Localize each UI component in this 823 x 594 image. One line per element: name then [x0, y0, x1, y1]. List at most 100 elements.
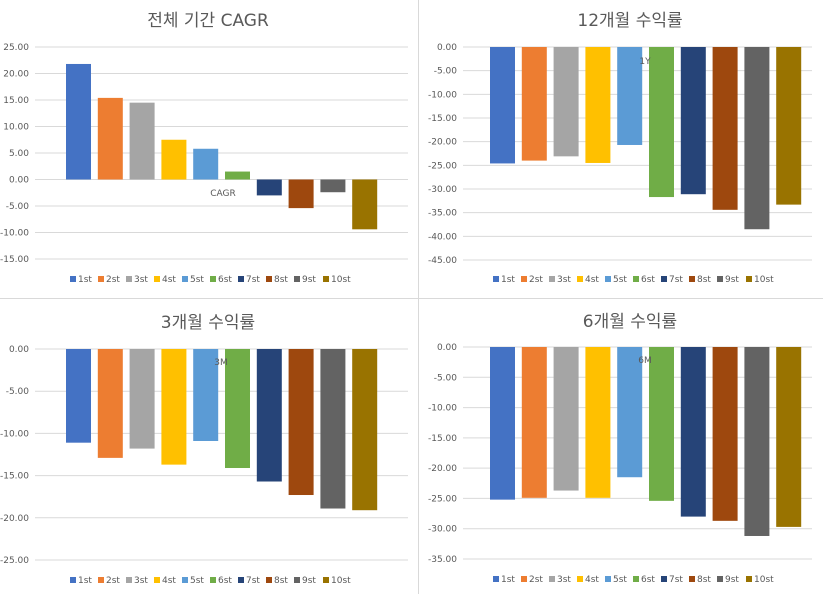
legend-swatch-10st — [323, 276, 329, 282]
y-tick-label: -15.00 — [0, 472, 29, 482]
bar-9st — [744, 47, 770, 230]
chart-cagr-panel: 25.00 20.00 15.00 10.00 5.00 0.00 -5.00 -10.00 -… — [0, 0, 418, 298]
chart-title: 6개월 수익률 — [583, 312, 677, 332]
legend-swatch-7st — [661, 276, 667, 282]
bar-1st — [66, 63, 91, 180]
legend-swatch-9st — [294, 276, 300, 282]
bar-7st — [256, 179, 282, 196]
y-tick-label: -30.00 — [428, 525, 457, 535]
legend-label-3st: 3st — [134, 275, 148, 285]
chart-annotation: 1Y — [639, 57, 651, 67]
legend-swatch-8st — [689, 576, 695, 582]
legend-label-5st: 5st — [613, 575, 627, 585]
legend-label-4st: 4st — [162, 275, 176, 285]
y-tick-label: 0.00 — [437, 43, 457, 53]
legend-swatch-8st — [266, 276, 272, 282]
y-tick-label: -25.00 — [428, 161, 457, 171]
chart-6m: 0.00 -5.00 -10.00 -15.00 -20.00 -25.00 -30.00 -… — [428, 312, 812, 585]
legend-swatch-2st — [521, 276, 527, 282]
bar-7st — [680, 47, 706, 195]
y-tick-label: -25.00 — [428, 494, 457, 504]
legend-swatch-6st — [633, 576, 639, 582]
legend-swatch-3st — [126, 276, 132, 282]
chart-title: 12개월 수익률 — [577, 11, 682, 31]
bar-7st — [680, 347, 706, 517]
bar-6st — [649, 47, 674, 198]
bar-6st — [225, 171, 250, 180]
legend-swatch-2st — [98, 276, 104, 282]
bar-3st — [553, 347, 579, 491]
bar-8st — [712, 347, 738, 521]
legend-swatch-1st — [70, 577, 76, 583]
legend-label-9st: 9st — [302, 275, 316, 285]
chart-annotation: CAGR — [210, 189, 236, 199]
legend-label-6st: 6st — [218, 275, 232, 285]
bar-8st — [712, 47, 738, 210]
y-tick-label: -45.00 — [428, 256, 457, 266]
y-tick-label: -5.00 — [434, 67, 458, 77]
y-tick-label: -15.00 — [428, 114, 457, 124]
y-tick-label: -10.00 — [428, 90, 457, 100]
legend-label-8st: 8st — [274, 576, 288, 586]
legend-label-9st: 9st — [725, 575, 739, 585]
y-tick-label: 10.00 — [3, 123, 29, 133]
bar-2st — [521, 347, 547, 498]
legend-swatch-7st — [238, 577, 244, 583]
chart-annotation: 6M — [638, 356, 652, 366]
legend-swatch-3st — [549, 576, 555, 582]
y-tick-label: -35.00 — [428, 209, 457, 219]
y-tick-label: -40.00 — [428, 232, 457, 242]
bar-10st — [352, 179, 378, 230]
vertical-divider — [418, 0, 419, 594]
legend-swatch-7st — [238, 276, 244, 282]
y-tick-label: 0.00 — [437, 343, 457, 353]
legend-label-5st: 5st — [190, 576, 204, 586]
legend-label-3st: 3st — [557, 275, 571, 285]
bar-2st — [97, 97, 123, 180]
legend-label-2st: 2st — [106, 576, 120, 586]
y-tick-label: -20.00 — [428, 464, 457, 474]
legend-swatch-10st — [746, 276, 752, 282]
legend-label-1st: 1st — [78, 576, 92, 586]
chart-6m-panel: 0.00 -5.00 -10.00 -15.00 -20.00 -25.00 -30.00 -… — [419, 299, 823, 594]
y-tick-label: -15.00 — [428, 434, 457, 444]
y-tick-label: -5.00 — [6, 387, 30, 397]
legend-label-8st: 8st — [697, 575, 711, 585]
legend-swatch-5st — [182, 276, 188, 282]
legend-swatch-7st — [661, 576, 667, 582]
chart-12m-panel: 0.00 -5.00 -10.00 -15.00 -20.00 -25.00 -30.00 -… — [419, 0, 823, 298]
legend-swatch-9st — [717, 576, 723, 582]
legend-label-9st: 9st — [725, 275, 739, 285]
bar-3st — [129, 102, 155, 180]
bar-4st — [161, 349, 187, 465]
bar-2st — [97, 349, 123, 458]
legend-label-10st: 10st — [754, 275, 774, 285]
legend-swatch-10st — [746, 576, 752, 582]
bar-10st — [776, 347, 802, 527]
legend-label-1st: 1st — [78, 275, 92, 285]
legend-swatch-1st — [493, 576, 499, 582]
bar-1st — [490, 47, 515, 164]
legend-label-10st: 10st — [331, 275, 351, 285]
y-tick-label: -20.00 — [0, 514, 29, 524]
chart-3m-panel: 0.00 -5.00 -10.00 -15.00 -20.00 -25.00 3개월 수익률… — [0, 299, 418, 594]
horizontal-divider — [0, 298, 823, 299]
bar-2st — [521, 47, 547, 161]
legend-swatch-4st — [154, 276, 160, 282]
bar-10st — [776, 47, 802, 205]
bar-3st — [129, 349, 155, 449]
y-tick-label: -10.00 — [0, 429, 29, 439]
y-tick-label: 25.00 — [3, 43, 29, 53]
y-tick-label: -20.00 — [428, 138, 457, 148]
bar-1st — [66, 349, 91, 443]
legend-label-6st: 6st — [641, 275, 655, 285]
legend-label-7st: 7st — [246, 275, 260, 285]
y-tick-label: -5.00 — [6, 202, 30, 212]
bar-9st — [744, 347, 770, 536]
legend-label-9st: 9st — [302, 576, 316, 586]
legend-label-3st: 3st — [557, 575, 571, 585]
legend-label-3st: 3st — [134, 576, 148, 586]
bar-3st — [553, 47, 579, 157]
legend-label-2st: 2st — [529, 275, 543, 285]
legend-swatch-6st — [210, 276, 216, 282]
